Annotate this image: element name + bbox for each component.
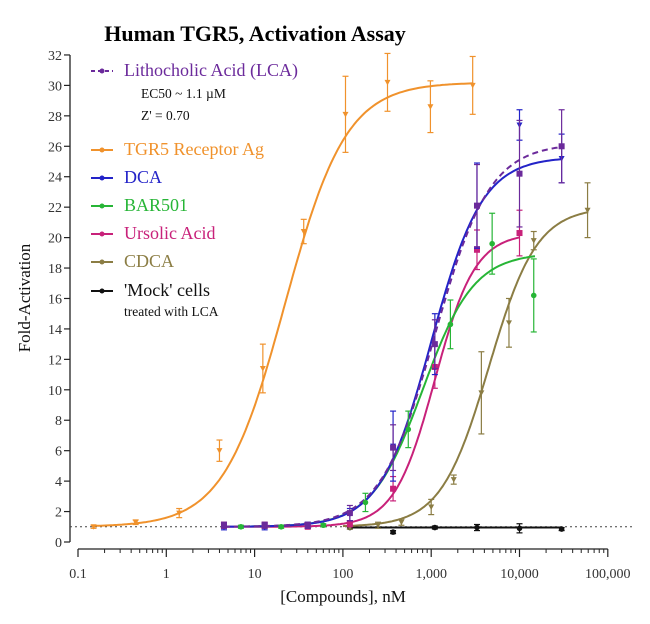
y-tick-label: 14 xyxy=(48,323,62,338)
y-tick-label: 2 xyxy=(55,506,62,521)
legend-note: Z' = 0.70 xyxy=(141,108,190,123)
data-point xyxy=(261,522,268,529)
y-tick-label: 10 xyxy=(48,384,62,399)
x-tick-label: 10,000 xyxy=(500,567,539,582)
data-point xyxy=(505,320,512,326)
legend-label: BAR501 xyxy=(124,195,188,215)
data-point xyxy=(516,170,523,177)
data-point xyxy=(405,426,412,433)
data-point xyxy=(530,238,537,244)
data-point xyxy=(432,524,438,531)
data-point xyxy=(516,525,523,532)
data-point xyxy=(489,240,495,247)
legend-marker xyxy=(99,259,105,265)
data-point xyxy=(558,143,565,150)
data-point xyxy=(384,79,391,86)
y-axis-label: Fold-Activation xyxy=(15,243,34,352)
y-tick-label: 30 xyxy=(48,79,62,94)
y-tick-label: 26 xyxy=(48,140,62,155)
data-point xyxy=(390,444,397,451)
y-tick-label: 24 xyxy=(48,171,62,186)
legend-marker xyxy=(99,288,105,294)
legend-marker xyxy=(99,203,105,209)
y-tick-label: 6 xyxy=(55,445,62,460)
legend-label: TGR5 Receptor Ag xyxy=(124,139,264,159)
legend-marker xyxy=(99,231,105,237)
legend-label: Ursolic Acid xyxy=(124,223,216,243)
legend-label: 'Mock' cells xyxy=(124,280,210,300)
data-point xyxy=(390,485,397,492)
legend-marker xyxy=(99,175,105,181)
legend-marker xyxy=(99,147,105,153)
y-tick-label: 4 xyxy=(55,475,62,490)
y-tick-label: 28 xyxy=(48,110,62,125)
data-point xyxy=(304,522,311,529)
data-point xyxy=(216,448,223,454)
x-tick-label: 1 xyxy=(163,567,170,582)
fit-curve xyxy=(93,82,474,527)
y-tick-label: 0 xyxy=(55,536,62,551)
data-point xyxy=(474,524,480,531)
data-point xyxy=(132,519,139,526)
fit-curve xyxy=(240,255,536,528)
data-point xyxy=(300,229,307,235)
legend-label: Lithocholic Acid (LCA) xyxy=(124,60,298,81)
y-tick-label: 22 xyxy=(48,201,62,216)
data-point xyxy=(342,111,349,118)
chart-title: Human TGR5, Activation Assay xyxy=(104,21,406,46)
data-point xyxy=(238,523,244,530)
fit-curve xyxy=(224,236,520,528)
data-point xyxy=(450,477,457,483)
data-point xyxy=(584,207,591,214)
data-point xyxy=(320,522,327,529)
data-point xyxy=(390,529,396,535)
x-tick-label: 1,000 xyxy=(415,567,447,582)
data-point xyxy=(469,82,476,89)
data-point xyxy=(176,510,183,517)
data-point xyxy=(90,524,97,530)
x-tick-label: 100 xyxy=(332,567,353,582)
x-tick-label: 0.1 xyxy=(69,567,87,582)
data-point xyxy=(473,202,480,209)
data-point xyxy=(278,523,284,530)
legend-sublabel: treated with LCA xyxy=(124,304,219,319)
data-point xyxy=(375,522,382,529)
data-point xyxy=(362,499,369,506)
data-point xyxy=(220,522,227,529)
data-point xyxy=(558,526,565,532)
legend-label: CDCA xyxy=(124,251,174,271)
data-points xyxy=(90,52,591,535)
data-point xyxy=(516,230,523,237)
data-point xyxy=(346,520,353,527)
x-axis-label: [Compounds], nM xyxy=(280,587,406,606)
data-point xyxy=(259,365,266,372)
legend-marker xyxy=(99,68,105,74)
fit-curve xyxy=(342,211,589,528)
x-tick-label: 10 xyxy=(248,567,262,582)
data-point xyxy=(447,321,454,328)
data-point xyxy=(428,504,435,510)
y-tick-label: 12 xyxy=(48,353,62,368)
legend-note: EC50 ~ 1.1 µM xyxy=(141,86,226,101)
x-tick-label: 100,000 xyxy=(585,567,631,582)
y-tick-label: 20 xyxy=(48,232,62,247)
y-tick-label: 16 xyxy=(48,292,62,307)
y-tick-label: 18 xyxy=(48,262,62,277)
data-point xyxy=(398,519,405,526)
y-tick-label: 32 xyxy=(48,49,62,64)
data-point xyxy=(427,104,434,110)
y-tick-label: 8 xyxy=(55,414,62,429)
data-point xyxy=(431,341,438,348)
legend: Lithocholic Acid (LCA) EC50 ~ 1.1 µM Z' = … xyxy=(91,60,298,319)
data-point xyxy=(473,246,480,253)
data-point xyxy=(530,292,537,299)
data-point xyxy=(478,390,485,396)
data-point xyxy=(346,510,353,517)
legend-label: DCA xyxy=(124,167,162,187)
